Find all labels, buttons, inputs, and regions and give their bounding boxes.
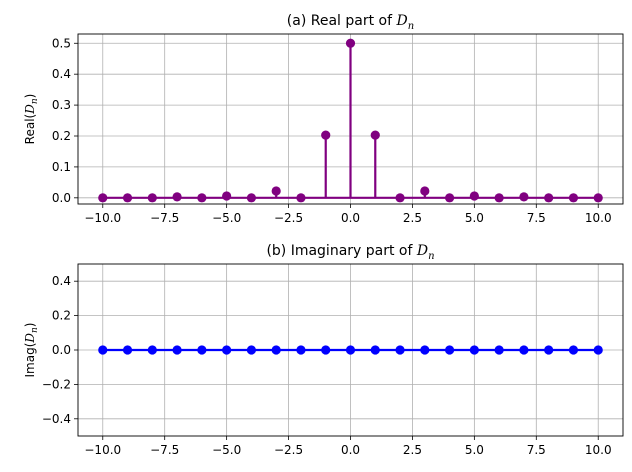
stem-marker — [395, 345, 405, 355]
y-tick-label: 0.4 — [52, 67, 71, 81]
y-tick-label: 0.0 — [52, 343, 71, 357]
stem-marker — [122, 345, 133, 355]
stem-marker — [321, 345, 331, 355]
stem-marker — [197, 345, 207, 355]
y-tick-label: 0.3 — [52, 98, 71, 112]
ylabel-text: Imag( — [23, 343, 37, 378]
stem-marker — [296, 193, 306, 203]
stem-marker — [222, 345, 232, 355]
stem-marker — [544, 345, 554, 355]
ylabel-suffix: ) — [23, 94, 37, 99]
stem-marker — [593, 193, 603, 203]
y-tick-label: −0.4 — [42, 412, 71, 426]
stem-marker — [172, 192, 182, 202]
stem-marker — [444, 345, 455, 355]
stem-marker — [147, 345, 157, 355]
ylabel-symbol: D — [23, 333, 37, 344]
y-tick-label: 0.0 — [52, 191, 71, 205]
y-axis-label: Real(Dn) — [23, 94, 40, 145]
stem-marker — [197, 193, 207, 203]
x-tick-label: 10.0 — [585, 443, 612, 457]
stem-marker — [98, 193, 108, 203]
imaginary-part-subplot: −10.0 −7.5 −5.0 −2.5 0.0 2.5 5.0 7.5 10.0 −0.4 −0.… — [23, 243, 624, 457]
stem-marker — [246, 345, 257, 355]
x-tick-label: 7.5 — [527, 443, 546, 457]
stem-marker — [271, 186, 281, 196]
ylabel-symbol: D — [23, 104, 37, 115]
title-symbol: D — [396, 13, 408, 29]
stem-marker — [122, 193, 133, 203]
stem-marker — [98, 345, 108, 355]
y-tick-label: 0.2 — [52, 129, 71, 143]
stem-marker — [469, 191, 479, 201]
y-tick-label: 0.2 — [52, 309, 71, 323]
title-symbol: D — [416, 243, 428, 259]
real-part-subplot: −10.0 −7.5 −5.0 −2.5 0.0 2.5 5.0 7.5 10.0 0.0 0.1 0… — [23, 13, 624, 225]
y-tick-label: 0.1 — [52, 160, 71, 174]
x-tick-label: 10.0 — [585, 211, 612, 225]
stem-marker — [469, 345, 479, 355]
stem-marker — [395, 193, 405, 203]
x-tick-label: −10.0 — [84, 211, 121, 225]
x-tick-label: 5.0 — [465, 211, 484, 225]
x-tick-label: 0.0 — [341, 211, 360, 225]
subplot-title: (b) Imaginary part of Dn — [266, 243, 434, 262]
title-subscript: n — [408, 21, 414, 32]
stem-marker — [519, 345, 529, 355]
stem-marker — [222, 191, 232, 201]
y-axis-label: Imag(Dn) — [23, 323, 40, 378]
stem-marker — [370, 345, 380, 355]
y-tick-label: −0.2 — [42, 377, 71, 391]
x-tick-label: −10.0 — [84, 443, 121, 457]
title-text: (a) Real part of — [287, 13, 397, 29]
axes-frame — [77, 263, 624, 437]
ylabel-suffix: ) — [23, 323, 37, 328]
y-tick-label: 0.4 — [52, 274, 71, 288]
x-tick-label: 7.5 — [527, 211, 546, 225]
stem-marker — [593, 345, 603, 355]
stem-marker — [172, 345, 182, 355]
stem-marker — [246, 193, 257, 203]
x-tick-label: 2.5 — [403, 443, 422, 457]
ylabel-subscript: n — [30, 327, 40, 333]
x-tick-label: 2.5 — [403, 211, 422, 225]
ylabel-subscript: n — [30, 98, 40, 104]
stem-marker — [296, 345, 306, 355]
stem-marker — [420, 186, 430, 196]
axes-frame — [77, 33, 624, 205]
stem-marker — [321, 130, 331, 140]
x-tick-label: −2.5 — [274, 443, 303, 457]
x-tick-label: −2.5 — [274, 211, 303, 225]
stem-marker — [519, 192, 529, 202]
title-text: (b) Imaginary part of — [266, 243, 416, 259]
stem-marker — [494, 345, 504, 355]
stem-marker — [271, 345, 281, 355]
stem-marker — [345, 345, 356, 355]
stem-marker — [444, 193, 455, 203]
stem-marker — [345, 38, 356, 48]
stem-marker — [147, 193, 157, 203]
stem-marker — [494, 193, 504, 203]
x-tick-label: −5.0 — [212, 211, 241, 225]
x-tick-label: −5.0 — [212, 443, 241, 457]
x-tick-label: 0.0 — [341, 443, 360, 457]
stem-marker — [420, 345, 430, 355]
stem-marker — [568, 193, 579, 203]
stem-marker — [544, 193, 554, 203]
stem-marker — [568, 345, 579, 355]
x-tick-label: 5.0 — [465, 443, 484, 457]
ylabel-text: Real( — [23, 114, 37, 145]
subplot-title: (a) Real part of Dn — [287, 13, 414, 32]
x-tick-label: −7.5 — [150, 211, 179, 225]
stem-marker — [370, 130, 380, 140]
x-tick-label: −7.5 — [150, 443, 179, 457]
title-subscript: n — [428, 251, 434, 262]
y-tick-label: 0.5 — [52, 36, 71, 50]
